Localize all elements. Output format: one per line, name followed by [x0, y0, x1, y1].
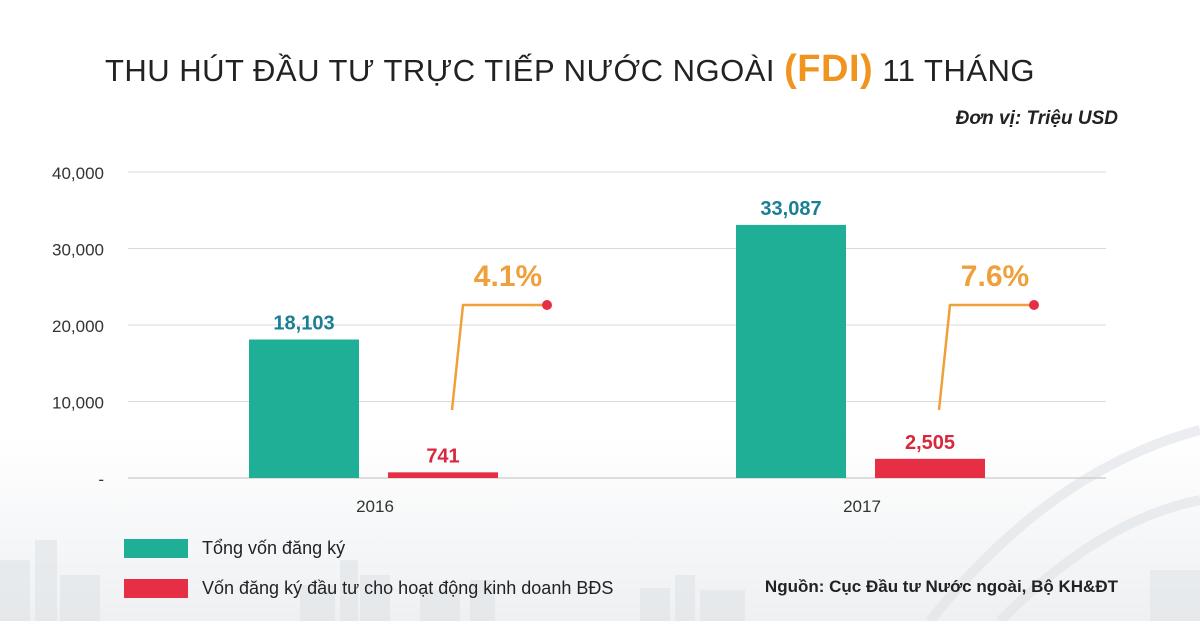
callout-dot — [1029, 300, 1039, 310]
x-tick-label: 2017 — [843, 497, 881, 516]
legend-swatch-total — [124, 538, 188, 558]
y-tick-label: 20,000 — [52, 317, 104, 336]
callout-line — [450, 303, 547, 411]
data-label-total: 33,087 — [760, 198, 821, 220]
data-label-realestate: 741 — [426, 445, 459, 467]
share-percent-label: 4.1% — [474, 260, 542, 293]
data-label-realestate: 2,505 — [905, 432, 955, 454]
chart-title: THU HÚT ĐẦU TƯ TRỰC TIẾP NƯỚC NGOÀI (FDI… — [0, 48, 1140, 91]
legend-label-realestate: Vốn đăng ký đầu tư cho hoạt động kinh do… — [202, 577, 614, 598]
title-suffix: 11 THÁNG — [882, 53, 1036, 88]
x-tick-label: 2016 — [356, 497, 394, 516]
title-highlight: (FDI) — [784, 48, 874, 90]
legend-swatch-realestate — [124, 578, 188, 598]
bar-total — [736, 224, 846, 478]
unit-note: Đơn vị: Triệu USD — [955, 108, 1118, 129]
y-tick-label: 10,000 — [52, 394, 104, 413]
callout-dot — [542, 300, 552, 310]
y-tick-label: 30,000 — [52, 241, 104, 260]
legend-label-total: Tổng vốn đăng ký — [202, 537, 346, 558]
callout-line — [937, 303, 1034, 411]
share-percent-label: 7.6% — [961, 260, 1029, 293]
y-tick-label: - — [98, 470, 104, 489]
y-tick-label: 40,000 — [52, 164, 104, 183]
legend-item-total: Tổng vốn đăng ký — [124, 537, 345, 559]
bar-realestate — [875, 458, 985, 478]
source-note: Nguồn: Cục Đầu tư Nước ngoài, Bộ KH&ĐT — [764, 577, 1118, 596]
title-prefix: THU HÚT ĐẦU TƯ TRỰC TIẾP NƯỚC NGOÀI — [104, 53, 776, 88]
legend-item-realestate: Vốn đăng ký đầu tư cho hoạt động kinh do… — [124, 577, 613, 599]
bar-realestate — [388, 472, 498, 478]
bar-total — [249, 339, 359, 478]
data-label-total: 18,103 — [273, 313, 334, 335]
